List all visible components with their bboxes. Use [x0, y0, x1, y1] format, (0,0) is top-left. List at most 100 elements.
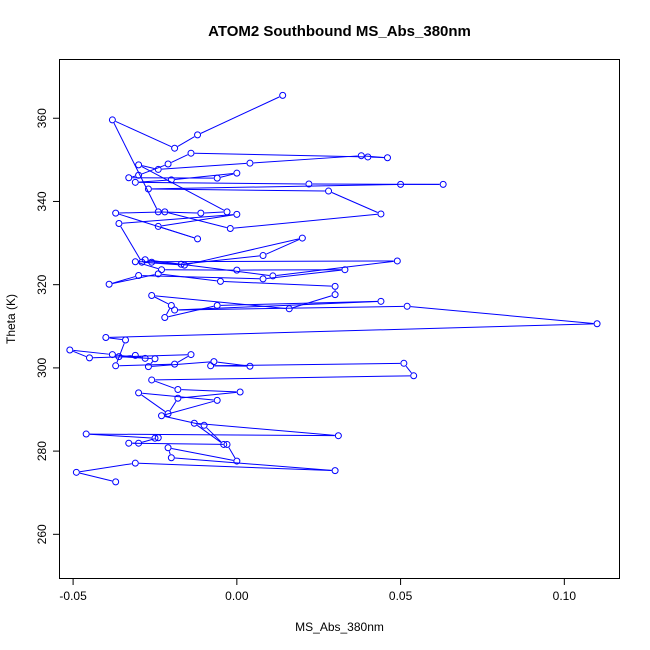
series-segment — [181, 389, 237, 393]
series-segment — [181, 391, 237, 399]
series-segment — [174, 173, 234, 180]
data-point — [141, 256, 149, 264]
series-segment — [141, 164, 165, 175]
x-tick-label: 0.00 — [225, 589, 249, 603]
data-point — [331, 282, 339, 290]
data-point — [187, 351, 195, 359]
series-segment — [168, 305, 214, 318]
y-tick-label: 260 — [35, 524, 49, 544]
data-point — [259, 252, 267, 260]
data-point — [305, 180, 313, 188]
series-segment — [142, 392, 214, 401]
data-point — [177, 260, 185, 268]
data-point — [285, 305, 293, 313]
series-segment — [138, 355, 142, 358]
y-tick-label: 360 — [35, 108, 49, 128]
data-point — [158, 266, 166, 274]
series-segment — [145, 261, 181, 266]
series-segment — [112, 276, 136, 284]
data-point — [148, 291, 156, 299]
data-point — [331, 291, 339, 299]
series-segment — [214, 362, 401, 367]
series-segment — [89, 433, 335, 437]
data-point — [167, 301, 175, 309]
series-segment — [122, 214, 234, 224]
data-point — [331, 467, 339, 475]
series-segment — [141, 438, 155, 443]
data-point — [131, 459, 139, 467]
series-segment — [266, 239, 300, 255]
series-segment — [132, 442, 224, 445]
series-segment — [200, 96, 280, 134]
series-segment — [228, 447, 236, 459]
series-segment — [150, 361, 154, 365]
series-segment — [253, 155, 358, 164]
series-segment — [220, 300, 378, 306]
data-point — [72, 468, 80, 476]
series-segment — [174, 457, 332, 471]
data-point — [82, 430, 90, 438]
data-point — [220, 440, 228, 448]
data-point — [144, 363, 152, 371]
series-segment — [109, 323, 594, 338]
series-segment — [233, 213, 378, 229]
y-tick-label: 320 — [35, 274, 49, 294]
data-point — [223, 440, 231, 448]
data-point — [85, 354, 93, 362]
data-point — [223, 208, 231, 216]
series-segment — [184, 255, 260, 265]
data-point — [131, 351, 139, 359]
series-segment — [138, 260, 394, 263]
series-segment — [177, 136, 195, 147]
data-point — [135, 439, 143, 447]
data-point — [187, 149, 195, 157]
data-point — [161, 208, 169, 216]
series-segment — [220, 173, 234, 178]
series-segment — [161, 214, 234, 227]
y-tick-label: 340 — [35, 191, 49, 211]
series-segment — [141, 165, 155, 170]
series-segment — [138, 179, 168, 183]
data-point — [171, 360, 179, 368]
data-point — [334, 432, 342, 440]
data-point — [246, 362, 254, 370]
series-segment — [168, 451, 171, 455]
data-series — [66, 91, 601, 486]
series-segment — [119, 363, 172, 367]
data-point — [180, 261, 188, 269]
data-point — [125, 174, 133, 182]
series-segment — [166, 308, 171, 315]
data-point — [233, 266, 241, 274]
data-point — [233, 169, 241, 177]
data-point — [377, 210, 385, 218]
series-segment — [142, 275, 260, 280]
series-segment — [177, 355, 189, 363]
data-point — [167, 176, 175, 184]
x-axis-label: MS_Abs_380nm — [295, 620, 384, 634]
series-segment — [178, 305, 404, 311]
series-segment — [72, 350, 87, 358]
data-point — [233, 457, 241, 465]
series-segment — [152, 188, 325, 192]
data-point — [141, 354, 149, 362]
data-point — [439, 180, 447, 188]
data-point — [167, 454, 175, 462]
data-point — [102, 334, 110, 342]
data-point — [226, 225, 234, 233]
data-point — [200, 421, 208, 429]
series-segment — [141, 394, 166, 412]
data-point — [325, 187, 333, 195]
data-point — [213, 396, 221, 404]
series-segment — [138, 181, 306, 185]
data-point — [115, 220, 123, 228]
data-point — [135, 161, 143, 169]
data-point — [210, 358, 218, 366]
data-point — [393, 257, 401, 265]
data-point — [236, 388, 244, 396]
data-point — [158, 412, 166, 420]
x-tick-label: 0.10 — [553, 589, 577, 603]
series-segment — [161, 162, 247, 170]
y-axis-label: Theta (K) — [4, 294, 18, 344]
series-segment — [178, 300, 378, 311]
